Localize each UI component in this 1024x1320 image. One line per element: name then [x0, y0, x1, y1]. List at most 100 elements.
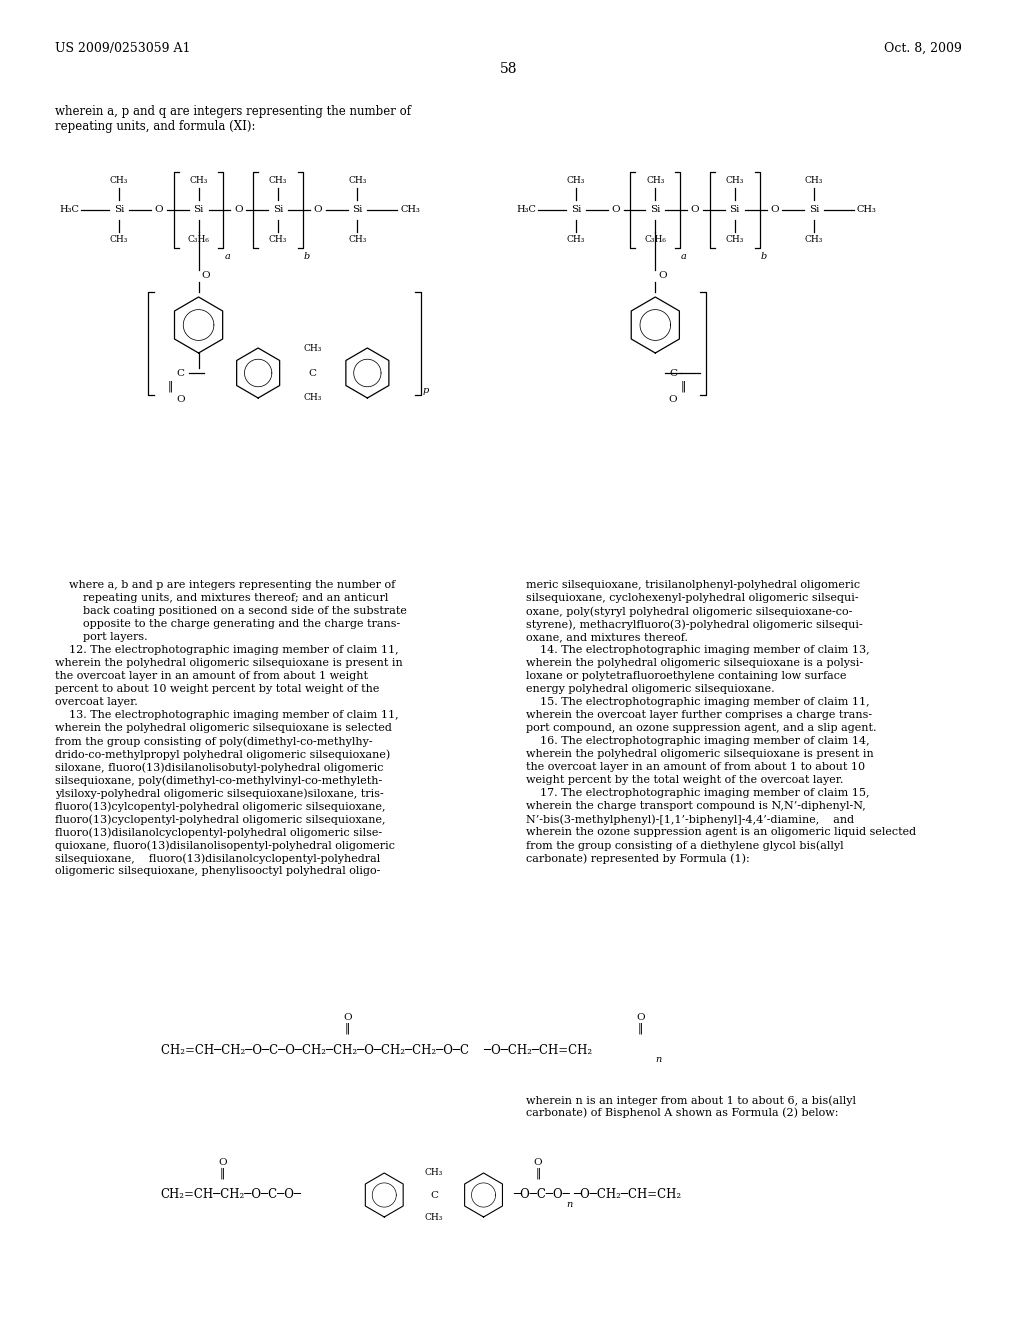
- Text: oxane, poly(styryl polyhedral oligomeric silsequioxane-co-: oxane, poly(styryl polyhedral oligomeric…: [526, 606, 853, 616]
- Text: a: a: [224, 252, 230, 261]
- Text: wherein the charge transport compound is N,N’-diphenyl-N,: wherein the charge transport compound is…: [526, 801, 866, 810]
- Text: opposite to the charge generating and the charge trans-: opposite to the charge generating and th…: [54, 619, 399, 630]
- Text: C: C: [430, 1191, 438, 1200]
- Text: siloxane, fluoro(13)disilanolisobutyl-polyhedral oligomeric: siloxane, fluoro(13)disilanolisobutyl-po…: [54, 762, 383, 772]
- Text: O: O: [233, 206, 243, 214]
- Text: CH₃: CH₃: [726, 235, 743, 244]
- Text: wherein the polyhedral oligomeric silsequioxane is a polysi-: wherein the polyhedral oligomeric silseq…: [526, 657, 863, 668]
- Text: US 2009/0253059 A1: US 2009/0253059 A1: [54, 42, 190, 55]
- Text: silsequioxane,    fluoro(13)disilanolcyclopentyl-polyhedral: silsequioxane, fluoro(13)disilanolcyclop…: [54, 853, 380, 863]
- Text: O: O: [691, 206, 699, 214]
- Text: O: O: [218, 1158, 226, 1167]
- Text: oxane, and mixtures thereof.: oxane, and mixtures thereof.: [526, 632, 688, 642]
- Text: quioxane, fluoro(13)disilanolisopentyl-polyhedral oligomeric: quioxane, fluoro(13)disilanolisopentyl-p…: [54, 840, 394, 850]
- Text: Si: Si: [570, 206, 581, 214]
- Text: repeating units, and mixtures thereof; and an anticurl: repeating units, and mixtures thereof; a…: [54, 593, 388, 603]
- Text: C: C: [177, 368, 184, 378]
- Text: wherein n is an integer from about 1 to about 6, a bis(allyl
carbonate) of Bisph: wherein n is an integer from about 1 to …: [526, 1096, 856, 1118]
- Text: CH₃: CH₃: [805, 176, 823, 185]
- Text: weight percent by the total weight of the overcoat layer.: weight percent by the total weight of th…: [526, 775, 844, 785]
- Text: CH₃: CH₃: [805, 235, 823, 244]
- Text: ‖: ‖: [638, 1023, 643, 1034]
- Text: Oct. 8, 2009: Oct. 8, 2009: [885, 42, 963, 55]
- Text: the overcoat layer in an amount of from about 1 weight: the overcoat layer in an amount of from …: [54, 671, 368, 681]
- Text: CH₃: CH₃: [425, 1213, 443, 1222]
- Text: Si: Si: [352, 206, 362, 214]
- Text: 16. The electrophotographic imaging member of claim 14,: 16. The electrophotographic imaging memb…: [526, 737, 869, 746]
- Text: port layers.: port layers.: [54, 632, 147, 642]
- Text: CH₃: CH₃: [348, 235, 367, 244]
- Text: CH₃: CH₃: [857, 206, 877, 214]
- Text: wherein the ozone suppression agent is an oligomeric liquid selected: wherein the ozone suppression agent is a…: [526, 828, 916, 837]
- Text: Si: Si: [272, 206, 284, 214]
- Text: carbonate) represented by Formula (1):: carbonate) represented by Formula (1):: [526, 853, 750, 863]
- Text: O: O: [658, 271, 667, 280]
- Text: O: O: [155, 206, 163, 214]
- Text: C: C: [309, 368, 316, 378]
- Text: CH₃: CH₃: [566, 176, 585, 185]
- Text: CH₃: CH₃: [110, 235, 128, 244]
- Text: n: n: [566, 1200, 572, 1209]
- Text: O: O: [176, 396, 185, 404]
- Text: CH₃: CH₃: [726, 176, 743, 185]
- Text: 15. The electrophotographic imaging member of claim 11,: 15. The electrophotographic imaging memb…: [526, 697, 869, 708]
- Text: 13. The electrophotographic imaging member of claim 11,: 13. The electrophotographic imaging memb…: [54, 710, 398, 719]
- Text: Si: Si: [809, 206, 819, 214]
- Text: Si: Si: [194, 206, 204, 214]
- Text: CH₂=CH─CH₂─O─C─O─CH₂─CH₂─O─CH₂─CH₂─O─C    ─O─CH₂─CH=CH₂: CH₂=CH─CH₂─O─C─O─CH₂─CH₂─O─CH₂─CH₂─O─C ─…: [161, 1044, 592, 1056]
- Text: port compound, an ozone suppression agent, and a slip agent.: port compound, an ozone suppression agen…: [526, 723, 877, 733]
- Text: 14. The electrophotographic imaging member of claim 13,: 14. The electrophotographic imaging memb…: [526, 645, 869, 655]
- Text: back coating positioned on a second side of the substrate: back coating positioned on a second side…: [54, 606, 407, 616]
- Text: C: C: [669, 368, 677, 378]
- Text: ‖: ‖: [680, 380, 686, 392]
- Text: 17. The electrophotographic imaging member of claim 15,: 17. The electrophotographic imaging memb…: [526, 788, 869, 799]
- Text: Si: Si: [114, 206, 124, 214]
- Text: 58: 58: [500, 62, 517, 77]
- Text: ‖: ‖: [168, 380, 173, 392]
- Text: ─O─C─O─: ─O─C─O─: [513, 1188, 570, 1201]
- Text: b: b: [761, 252, 767, 261]
- Text: overcoat layer.: overcoat layer.: [54, 697, 137, 708]
- Text: CH₃: CH₃: [269, 176, 287, 185]
- Text: silsequioxane, poly(dimethyl-co-methylvinyl-co-methyleth-: silsequioxane, poly(dimethyl-co-methylvi…: [54, 775, 382, 785]
- Text: wherein the overcoat layer further comprises a charge trans-: wherein the overcoat layer further compr…: [526, 710, 872, 719]
- Text: H₃C: H₃C: [59, 206, 80, 214]
- Text: O: O: [313, 206, 322, 214]
- Text: CH₃: CH₃: [110, 176, 128, 185]
- Text: C₃H₆: C₃H₆: [187, 235, 210, 244]
- Text: drido-co-methylpropyl polyhedral oligomeric silsequioxane): drido-co-methylpropyl polyhedral oligome…: [54, 748, 390, 759]
- Text: CH₂=CH─CH₂─O─C─O─: CH₂=CH─CH₂─O─C─O─: [161, 1188, 302, 1201]
- Text: meric silsequioxane, trisilanolphenyl-polyhedral oligomeric: meric silsequioxane, trisilanolphenyl-po…: [526, 579, 860, 590]
- Text: ylsiloxy-polyhedral oligomeric silsequioxane)siloxane, tris-: ylsiloxy-polyhedral oligomeric silsequio…: [54, 788, 383, 799]
- Text: CH₃: CH₃: [400, 206, 420, 214]
- Text: CH₃: CH₃: [189, 176, 208, 185]
- Text: ‖: ‖: [536, 1167, 541, 1179]
- Text: Si: Si: [729, 206, 740, 214]
- Text: fluoro(13)cylcopentyl-polyhedral oligomeric silsequioxane,: fluoro(13)cylcopentyl-polyhedral oligome…: [54, 801, 385, 812]
- Text: energy polyhedral oligomeric silsequioxane.: energy polyhedral oligomeric silsequioxa…: [526, 684, 775, 694]
- Text: O: O: [534, 1158, 543, 1167]
- Text: styrene), methacrylfluoro(3)-polyhedral oligomeric silsequi-: styrene), methacrylfluoro(3)-polyhedral …: [526, 619, 863, 630]
- Text: silsequioxane, cyclohexenyl-polyhedral oligomeric silsequi-: silsequioxane, cyclohexenyl-polyhedral o…: [526, 593, 859, 603]
- Text: n: n: [655, 1055, 662, 1064]
- Text: the overcoat layer in an amount of from about 1 to about 10: the overcoat layer in an amount of from …: [526, 762, 865, 772]
- Text: ‖: ‖: [220, 1167, 225, 1179]
- Text: p: p: [423, 385, 429, 395]
- Text: percent to about 10 weight percent by total weight of the: percent to about 10 weight percent by to…: [54, 684, 379, 694]
- Text: ─O─CH₂─CH=CH₂: ─O─CH₂─CH=CH₂: [572, 1188, 681, 1201]
- Text: ‖: ‖: [345, 1023, 350, 1034]
- Text: a: a: [681, 252, 687, 261]
- Text: wherein a, p and q are integers representing the number of
repeating units, and : wherein a, p and q are integers represen…: [54, 106, 411, 133]
- Text: O: O: [636, 1012, 645, 1022]
- Text: O: O: [343, 1012, 352, 1022]
- Text: wherein the polyhedral oligomeric silsequioxane is selected: wherein the polyhedral oligomeric silseq…: [54, 723, 391, 733]
- Text: b: b: [304, 252, 310, 261]
- Text: wherein the polyhedral oligomeric silsequioxane is present in: wherein the polyhedral oligomeric silseq…: [54, 657, 402, 668]
- Text: CH₃: CH₃: [303, 393, 322, 403]
- Text: CH₃: CH₃: [348, 176, 367, 185]
- Text: from the group consisting of poly(dimethyl-co-methylhy-: from the group consisting of poly(dimeth…: [54, 737, 373, 747]
- Text: fluoro(13)cyclopentyl-polyhedral oligomeric silsequioxane,: fluoro(13)cyclopentyl-polyhedral oligome…: [54, 814, 385, 825]
- Text: CH₃: CH₃: [303, 345, 322, 352]
- Text: O: O: [202, 271, 210, 280]
- Text: O: O: [669, 396, 678, 404]
